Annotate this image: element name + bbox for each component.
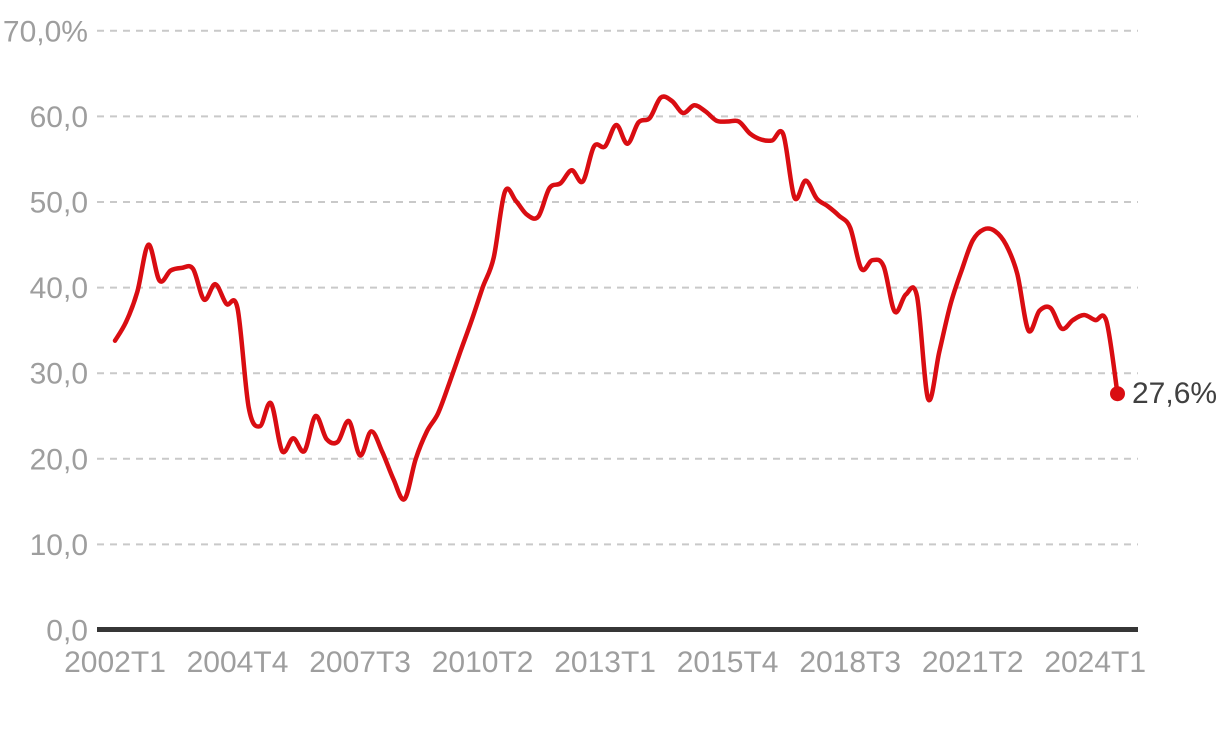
y-tick-label: 10,0 — [30, 529, 88, 562]
x-tick-label: 2018T3 — [799, 646, 901, 679]
x-tick-label: 2002T1 — [64, 646, 166, 679]
y-tick-label: 70,0% — [3, 15, 88, 48]
y-tick-label: 0,0 — [46, 615, 88, 648]
x-tick-label: 2013T1 — [554, 646, 656, 679]
y-tick-label: 50,0 — [30, 187, 88, 220]
x-tick-label: 2021T2 — [922, 646, 1024, 679]
y-tick-label: 30,0 — [30, 358, 88, 391]
y-tick-label: 40,0 — [30, 272, 88, 305]
y-axis-labels: 0,0 10,0 20,0 30,0 40,0 50,0 60,0 70,0% — [3, 15, 88, 647]
y-tick-label: 60,0 — [30, 101, 88, 134]
x-tick-label: 2004T4 — [187, 646, 289, 679]
y-tick-label: 20,0 — [30, 443, 88, 476]
end-value-label: 27,6% — [1132, 377, 1218, 410]
series-line — [112, 94, 1120, 502]
x-tick-label: 2015T4 — [677, 646, 779, 679]
end-point-dot — [1110, 386, 1125, 402]
x-tick-label: 2024T1 — [1044, 646, 1146, 679]
gridlines — [97, 29, 1138, 546]
x-axis-labels: 2002T1 2004T4 2007T3 2010T2 2013T1 2015T4 2018… — [64, 646, 1146, 679]
x-tick-label: 2010T2 — [432, 646, 534, 679]
x-axis-line — [97, 627, 1138, 632]
x-tick-label: 2007T3 — [309, 646, 411, 679]
